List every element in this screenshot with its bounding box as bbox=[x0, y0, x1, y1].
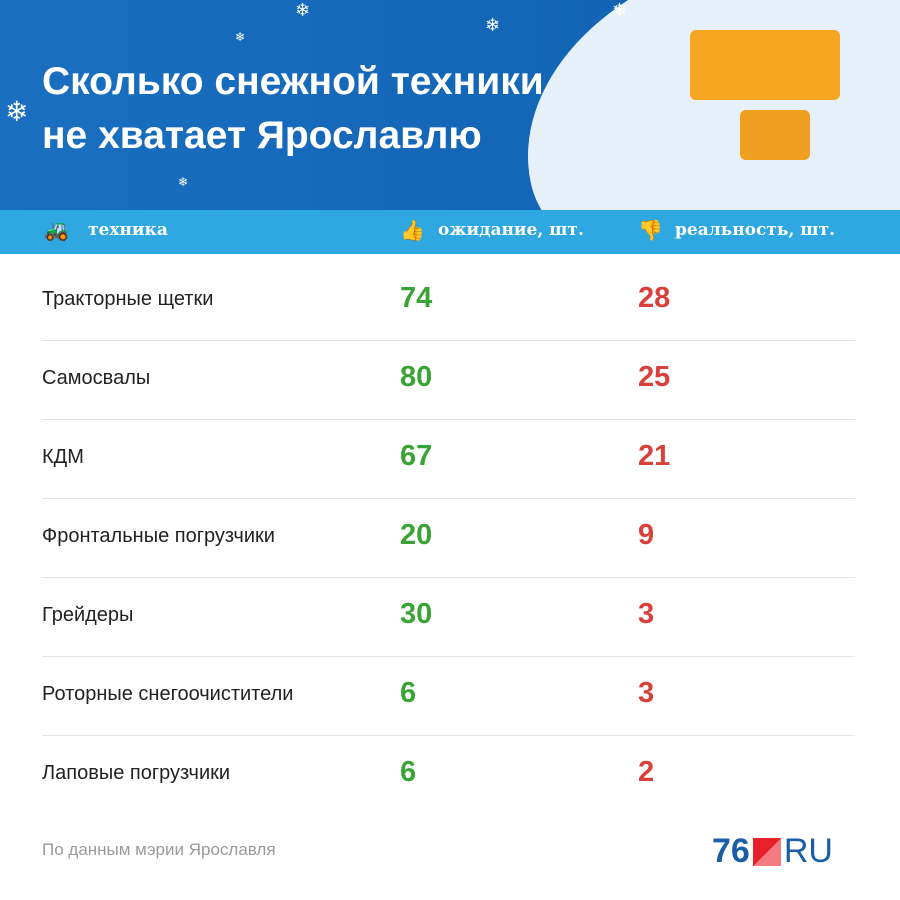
table-row: Лаповые погрузчики 6 2 bbox=[42, 736, 855, 815]
row-actual: 21 bbox=[638, 440, 671, 472]
row-name: Лаповые погрузчики bbox=[42, 762, 231, 784]
row-name: Грейдеры bbox=[42, 604, 134, 626]
snowflake-icon: ❄ bbox=[235, 30, 246, 44]
row-expected: 80 bbox=[400, 361, 433, 393]
table-row: Тракторные щетки 74 28 bbox=[42, 262, 855, 341]
source-note: По данным мэрии Ярославля bbox=[42, 840, 276, 859]
row-actual: 3 bbox=[638, 598, 655, 630]
table-header: 🚜 техника 👍 ожидание, шт. 👎 реальность, … bbox=[0, 210, 900, 254]
thumbs-down-icon: 👎 bbox=[638, 218, 663, 242]
hero-banner: ❄ ❄ ❄ ❄ ❄ ❄ Сколько снежной техники не х… bbox=[0, 0, 900, 210]
dump-truck-illustration bbox=[690, 30, 840, 100]
row-expected: 74 bbox=[400, 282, 433, 314]
thumbs-up-icon: 👍 bbox=[400, 218, 425, 242]
snowflake-icon: ❄ bbox=[295, 0, 311, 20]
loader-illustration bbox=[740, 110, 810, 160]
row-name: Фронтальные погрузчики bbox=[42, 525, 275, 547]
row-actual: 25 bbox=[638, 361, 671, 393]
row-expected: 20 bbox=[400, 519, 433, 551]
row-actual: 3 bbox=[638, 677, 655, 709]
snowflake-icon: ❄ bbox=[5, 96, 29, 127]
tractor-icon: 🚜 bbox=[44, 218, 69, 242]
row-expected: 30 bbox=[400, 598, 433, 630]
row-name: Самосвалы bbox=[42, 367, 151, 389]
table-row: Самосвалы 80 25 bbox=[42, 341, 855, 420]
row-name: Роторные снегоочистители bbox=[42, 683, 294, 705]
table-row: Фронтальные погрузчики 20 9 bbox=[42, 499, 855, 578]
table-row: Грейдеры 30 3 bbox=[42, 578, 855, 657]
table-row: КДМ 67 21 bbox=[42, 420, 855, 499]
header-actual: реальность, шт. bbox=[675, 220, 836, 240]
snowflake-icon: ❄ bbox=[485, 15, 501, 35]
title-line: не хватает Ярославлю bbox=[42, 114, 482, 157]
header-technique: техника bbox=[88, 220, 168, 240]
row-name: Тракторные щетки bbox=[42, 288, 214, 310]
logo-num: 76 bbox=[712, 832, 750, 870]
row-actual: 28 bbox=[638, 282, 671, 314]
row-actual: 2 bbox=[638, 756, 655, 788]
snowflake-icon: ❄ bbox=[612, 0, 628, 20]
logo-ru: RU bbox=[783, 832, 833, 870]
logo-76ru: 76 RU bbox=[712, 832, 833, 871]
header-expected: ожидание, шт. bbox=[438, 220, 584, 240]
table-row: Роторные снегоочистители 6 3 bbox=[42, 657, 855, 736]
row-name: КДМ bbox=[42, 446, 84, 468]
row-expected: 6 bbox=[400, 677, 417, 709]
row-expected: 67 bbox=[400, 440, 433, 472]
row-actual: 9 bbox=[638, 519, 655, 551]
logo-square-icon bbox=[752, 837, 781, 866]
row-expected: 6 bbox=[400, 756, 417, 788]
title-line: Сколько снежной техники bbox=[42, 60, 544, 103]
page-title: Сколько снежной техники не хватает Яросл… bbox=[42, 55, 544, 163]
snowflake-icon: ❄ bbox=[178, 175, 189, 189]
